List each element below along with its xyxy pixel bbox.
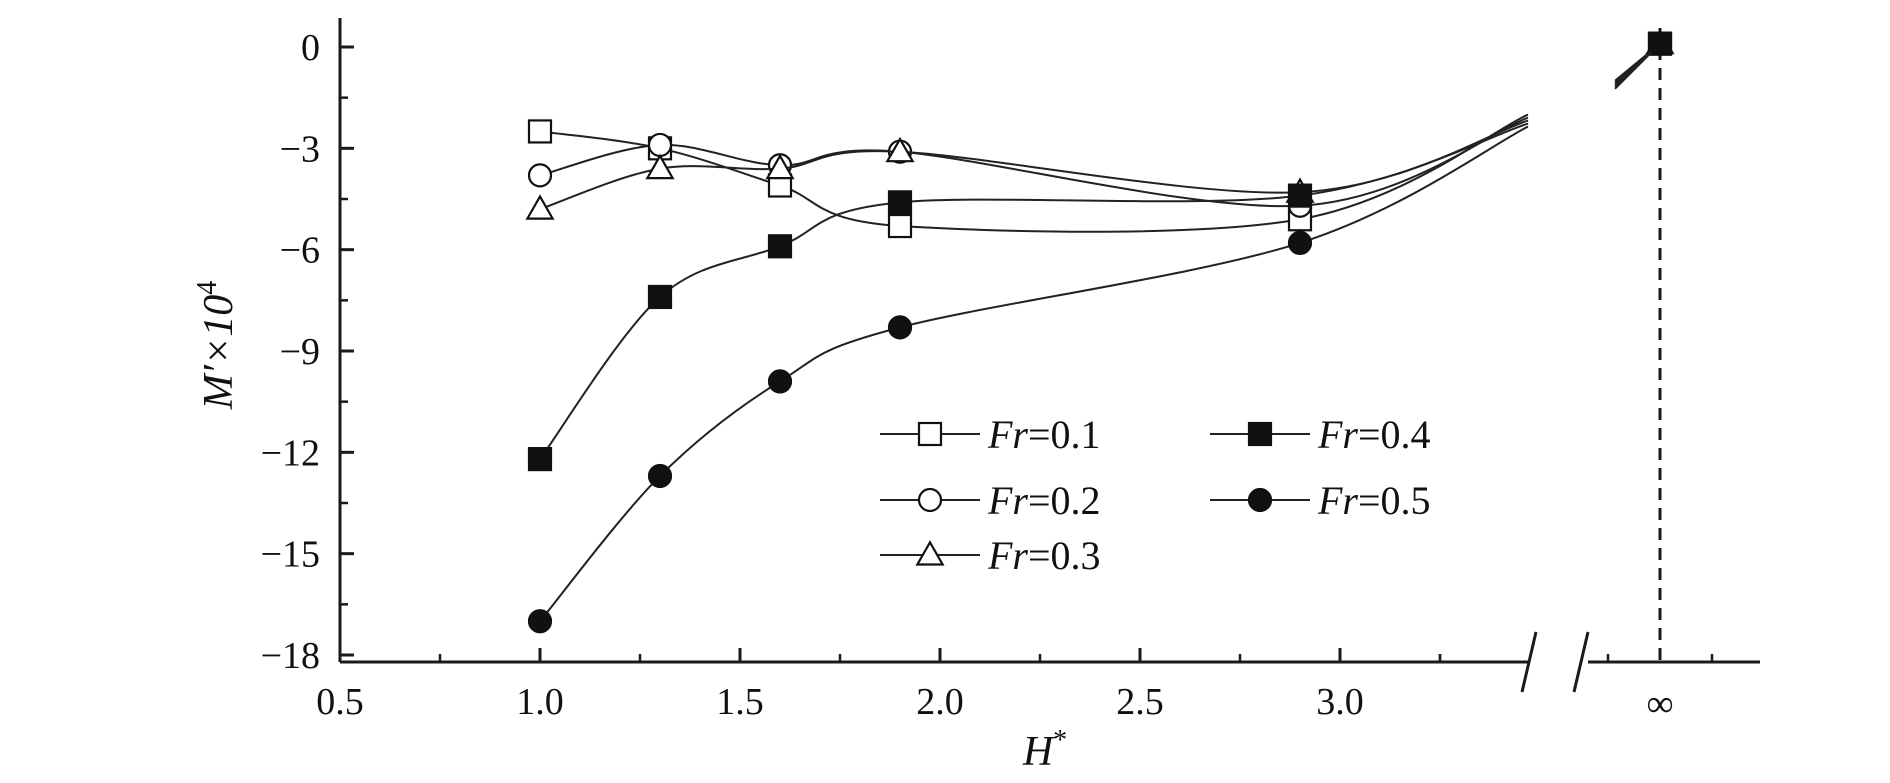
x-axis-title-sup: * <box>1053 725 1067 756</box>
legend-label: Fr=0.2 <box>987 478 1101 523</box>
data-point <box>1287 230 1313 256</box>
data-point <box>647 284 673 310</box>
legend-label-var: Fr <box>987 412 1028 457</box>
x-infinity-label: ∞ <box>1646 683 1673 725</box>
legend-label-value: =0.2 <box>1028 478 1101 523</box>
series-line <box>539 116 1529 208</box>
y-tick-label: −12 <box>261 432 320 474</box>
legend-label-var: Fr <box>987 533 1028 578</box>
x-tick-label: 2.0 <box>916 681 964 723</box>
series-line <box>539 122 1529 460</box>
data-point <box>887 213 913 239</box>
legend-marker <box>917 487 943 513</box>
data-point <box>647 132 673 158</box>
legend-label: Fr=0.1 <box>987 412 1101 457</box>
legend-marker <box>1247 487 1273 513</box>
axes: 0 −3 −6 −9 −12 −15 −180.5 1.0 1.5 2.0 2.5 3.0 ∞ H* M′×… <box>192 18 1760 775</box>
data-point <box>885 136 915 163</box>
data-point <box>645 153 675 180</box>
legend-item-4: Fr=0.4 <box>1210 412 1431 457</box>
data-point <box>767 369 793 394</box>
y-axis-title-main: M′×10 <box>196 295 242 411</box>
data-point <box>527 119 553 144</box>
x-tick-label: 0.5 <box>316 681 364 723</box>
data-point-infinity <box>1647 31 1673 56</box>
legend-label: Fr=0.3 <box>987 533 1101 578</box>
legend-label-value: =0.1 <box>1028 412 1101 457</box>
legend: Fr=0.1Fr=0.2Fr=0.3Fr=0.4Fr=0.5 <box>880 412 1431 578</box>
y-axis-title-sup: 4 <box>192 281 223 295</box>
y-tick-label: 0 <box>301 27 320 69</box>
legend-item-2: Fr=0.2 <box>880 478 1101 523</box>
data-point <box>1287 183 1313 208</box>
series-3 <box>525 28 1675 220</box>
axis-break-mark <box>1572 631 1590 693</box>
data-point <box>767 234 793 259</box>
x-axis-title-main: H <box>1022 729 1056 775</box>
data-point <box>525 194 555 220</box>
legend-marker <box>915 540 945 566</box>
legend-label: Fr=0.4 <box>1317 412 1431 457</box>
legend-item-1: Fr=0.1 <box>880 412 1101 457</box>
series-4 <box>527 31 1673 472</box>
legend-marker <box>917 421 943 447</box>
axis-break-mark <box>1520 631 1538 693</box>
legend-label: Fr=0.5 <box>1317 478 1431 523</box>
data-point <box>527 609 553 634</box>
y-tick-label: −18 <box>261 635 320 677</box>
x-tick-label: 1.0 <box>516 681 564 723</box>
legend-label-var: Fr <box>1317 478 1358 523</box>
data-point <box>887 190 913 215</box>
legend-label-value: =0.5 <box>1358 478 1431 523</box>
x-tick-label: 3.0 <box>1316 681 1364 723</box>
legend-label-value: =0.4 <box>1358 412 1431 457</box>
legend-label-var: Fr <box>987 478 1028 523</box>
legend-label-var: Fr <box>1317 412 1358 457</box>
data-point <box>887 315 913 340</box>
y-tick-label: −9 <box>280 331 320 373</box>
data-point <box>765 153 795 180</box>
x-tick-label: 2.5 <box>1116 681 1164 723</box>
legend-label-value: =0.3 <box>1028 533 1101 578</box>
series-2 <box>527 31 1673 218</box>
x-axis-title: H* <box>1022 725 1067 775</box>
data-point <box>527 163 553 188</box>
y-tick-label: −3 <box>280 128 320 170</box>
x-tick-label: 1.5 <box>716 681 764 723</box>
data-point <box>647 463 673 489</box>
y-axis-title: M′×104 <box>192 281 242 411</box>
data-point <box>527 446 553 472</box>
series-layer <box>525 28 1675 634</box>
y-tick-label: −6 <box>280 230 320 272</box>
legend-marker <box>1247 421 1273 447</box>
y-tick-label: −15 <box>261 534 320 576</box>
legend-item-3: Fr=0.3 <box>880 533 1101 578</box>
legend-item-5: Fr=0.5 <box>1210 478 1431 523</box>
series-5 <box>527 31 1673 634</box>
